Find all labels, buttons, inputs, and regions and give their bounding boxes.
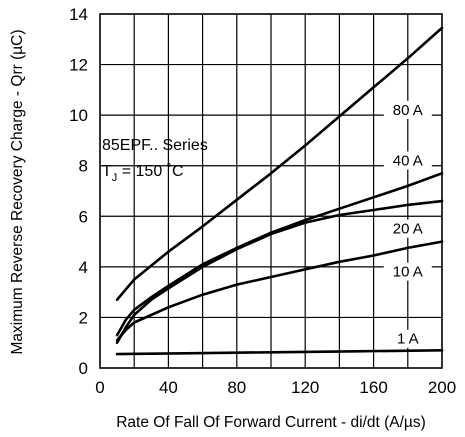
- series-label-background: [383, 100, 432, 119]
- y-tick-label: 12: [69, 56, 88, 75]
- x-tick-label: 40: [159, 378, 178, 397]
- series-label: 80 A: [393, 102, 423, 119]
- x-tick-label: 120: [291, 378, 319, 397]
- x-tick-label: 0: [95, 378, 104, 397]
- y-tick-label: 8: [79, 157, 88, 176]
- series-line: [115, 26, 444, 301]
- annotation-temperature: TJ = 150 ˚C: [102, 163, 184, 184]
- y-tick-label: 10: [69, 106, 88, 125]
- x-tick-label: 80: [227, 378, 246, 397]
- y-tick-labels: 0 2 4 6 8 10 12 14: [69, 5, 88, 378]
- y-tick-label: 14: [69, 5, 88, 24]
- series-lines: [115, 26, 444, 356]
- y-axis-title: Maximum Reverse Recovery Charge - Qrr (µ…: [9, 29, 26, 354]
- series-label-background: [383, 262, 432, 281]
- series-line: [115, 240, 444, 342]
- y-tick-label: 2: [79, 308, 88, 327]
- series-label-background: [383, 329, 432, 348]
- series-label: 20 A: [393, 221, 423, 238]
- annotation-series: 85EPF.. Series: [102, 137, 208, 154]
- x-tick-label: 200: [428, 378, 456, 397]
- series-label: 1 A: [397, 331, 419, 348]
- series-label: 40 A: [393, 152, 423, 169]
- series-label-background: [383, 219, 432, 238]
- series-labels: 80 A 40 A 20 A 10 A 1 A: [383, 100, 432, 348]
- y-tick-label: 4: [79, 258, 88, 277]
- y-tick-label: 0: [79, 359, 88, 378]
- x-tick-label: 160: [359, 378, 387, 397]
- plot-frame: [99, 13, 443, 369]
- x-axis-title: Rate Of Fall Of Forward Current - di/dt …: [116, 414, 426, 431]
- series-label: 10 A: [393, 264, 423, 281]
- y-tick-label: 6: [79, 207, 88, 226]
- series-line: [115, 199, 444, 344]
- series-line: [115, 349, 444, 356]
- x-tick-labels: 0 40 80 120 160 200: [95, 378, 456, 397]
- series-label-background: [383, 151, 432, 170]
